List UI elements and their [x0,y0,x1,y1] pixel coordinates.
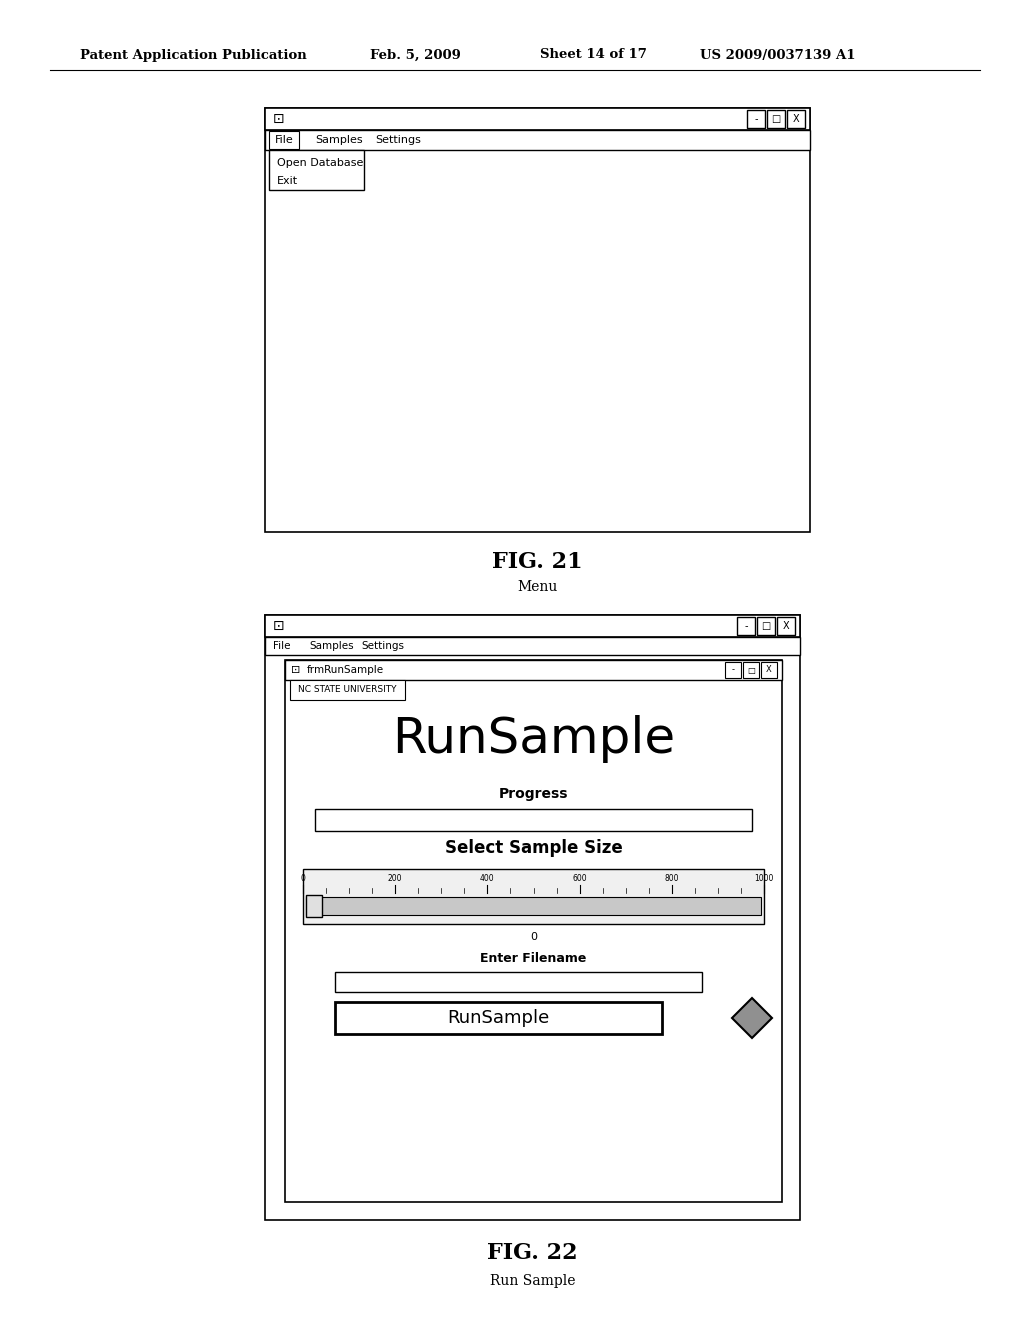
Text: frmRunSample: frmRunSample [307,665,384,675]
Bar [737,616,755,635]
Bar [265,615,800,638]
Bar [265,615,800,1220]
Text: 800: 800 [665,874,679,883]
Text: X: X [766,665,772,675]
Bar [285,660,782,1203]
Text: NC STATE UNIVERSITY: NC STATE UNIVERSITY [298,685,396,694]
Text: □: □ [762,620,771,631]
Text: 0: 0 [301,874,305,883]
Bar [303,869,764,924]
Text: Samples: Samples [309,642,353,651]
Bar [757,616,775,635]
Bar [725,663,741,678]
Bar [335,1002,662,1034]
Text: ⊡: ⊡ [273,619,285,634]
Bar [306,898,761,915]
Text: -: - [755,114,758,124]
Text: Sheet 14 of 17: Sheet 14 of 17 [540,49,647,62]
Bar [306,895,322,917]
Bar [269,150,364,190]
Text: File: File [275,135,294,145]
Bar [290,680,406,700]
Text: Settings: Settings [361,642,404,651]
Bar [335,972,702,993]
Text: Progress: Progress [499,787,568,801]
Text: X: X [782,620,790,631]
Bar [767,110,785,128]
Text: 600: 600 [572,874,587,883]
Text: ⊡: ⊡ [291,665,300,675]
Text: Menu: Menu [517,579,558,594]
Bar [265,108,810,532]
Text: US 2009/0037139 A1: US 2009/0037139 A1 [700,49,855,62]
Text: Samples: Samples [315,135,362,145]
Text: □: □ [771,114,780,124]
Text: 400: 400 [480,874,495,883]
Bar [285,660,782,680]
Text: Select Sample Size: Select Sample Size [444,840,623,857]
Text: Feb. 5, 2009: Feb. 5, 2009 [370,49,461,62]
Text: RunSample: RunSample [447,1008,550,1027]
Text: Settings: Settings [375,135,421,145]
Text: 1000: 1000 [755,874,774,883]
Bar [269,131,299,149]
Text: FIG. 22: FIG. 22 [487,1242,578,1265]
Text: 0: 0 [530,932,537,942]
Bar [743,663,759,678]
Bar [265,638,800,655]
Text: Exit: Exit [278,176,298,186]
Text: Run Sample: Run Sample [489,1274,575,1288]
Text: Open Database: Open Database [278,158,364,168]
Bar [265,108,810,129]
Text: FIG. 21: FIG. 21 [493,550,583,573]
Bar [777,616,795,635]
Text: 200: 200 [388,874,402,883]
Text: -: - [744,620,748,631]
Text: RunSample: RunSample [392,715,675,763]
Bar [315,809,752,832]
Text: File: File [273,642,291,651]
Text: □: □ [748,665,755,675]
Bar [265,129,810,150]
Text: Enter Filename: Enter Filename [480,952,587,965]
Text: Patent Application Publication: Patent Application Publication [80,49,307,62]
Bar [746,110,765,128]
Bar [761,663,777,678]
Text: -: - [731,665,734,675]
Polygon shape [732,998,772,1038]
Text: X: X [793,114,800,124]
Bar [787,110,805,128]
Text: ⊡: ⊡ [273,112,285,125]
